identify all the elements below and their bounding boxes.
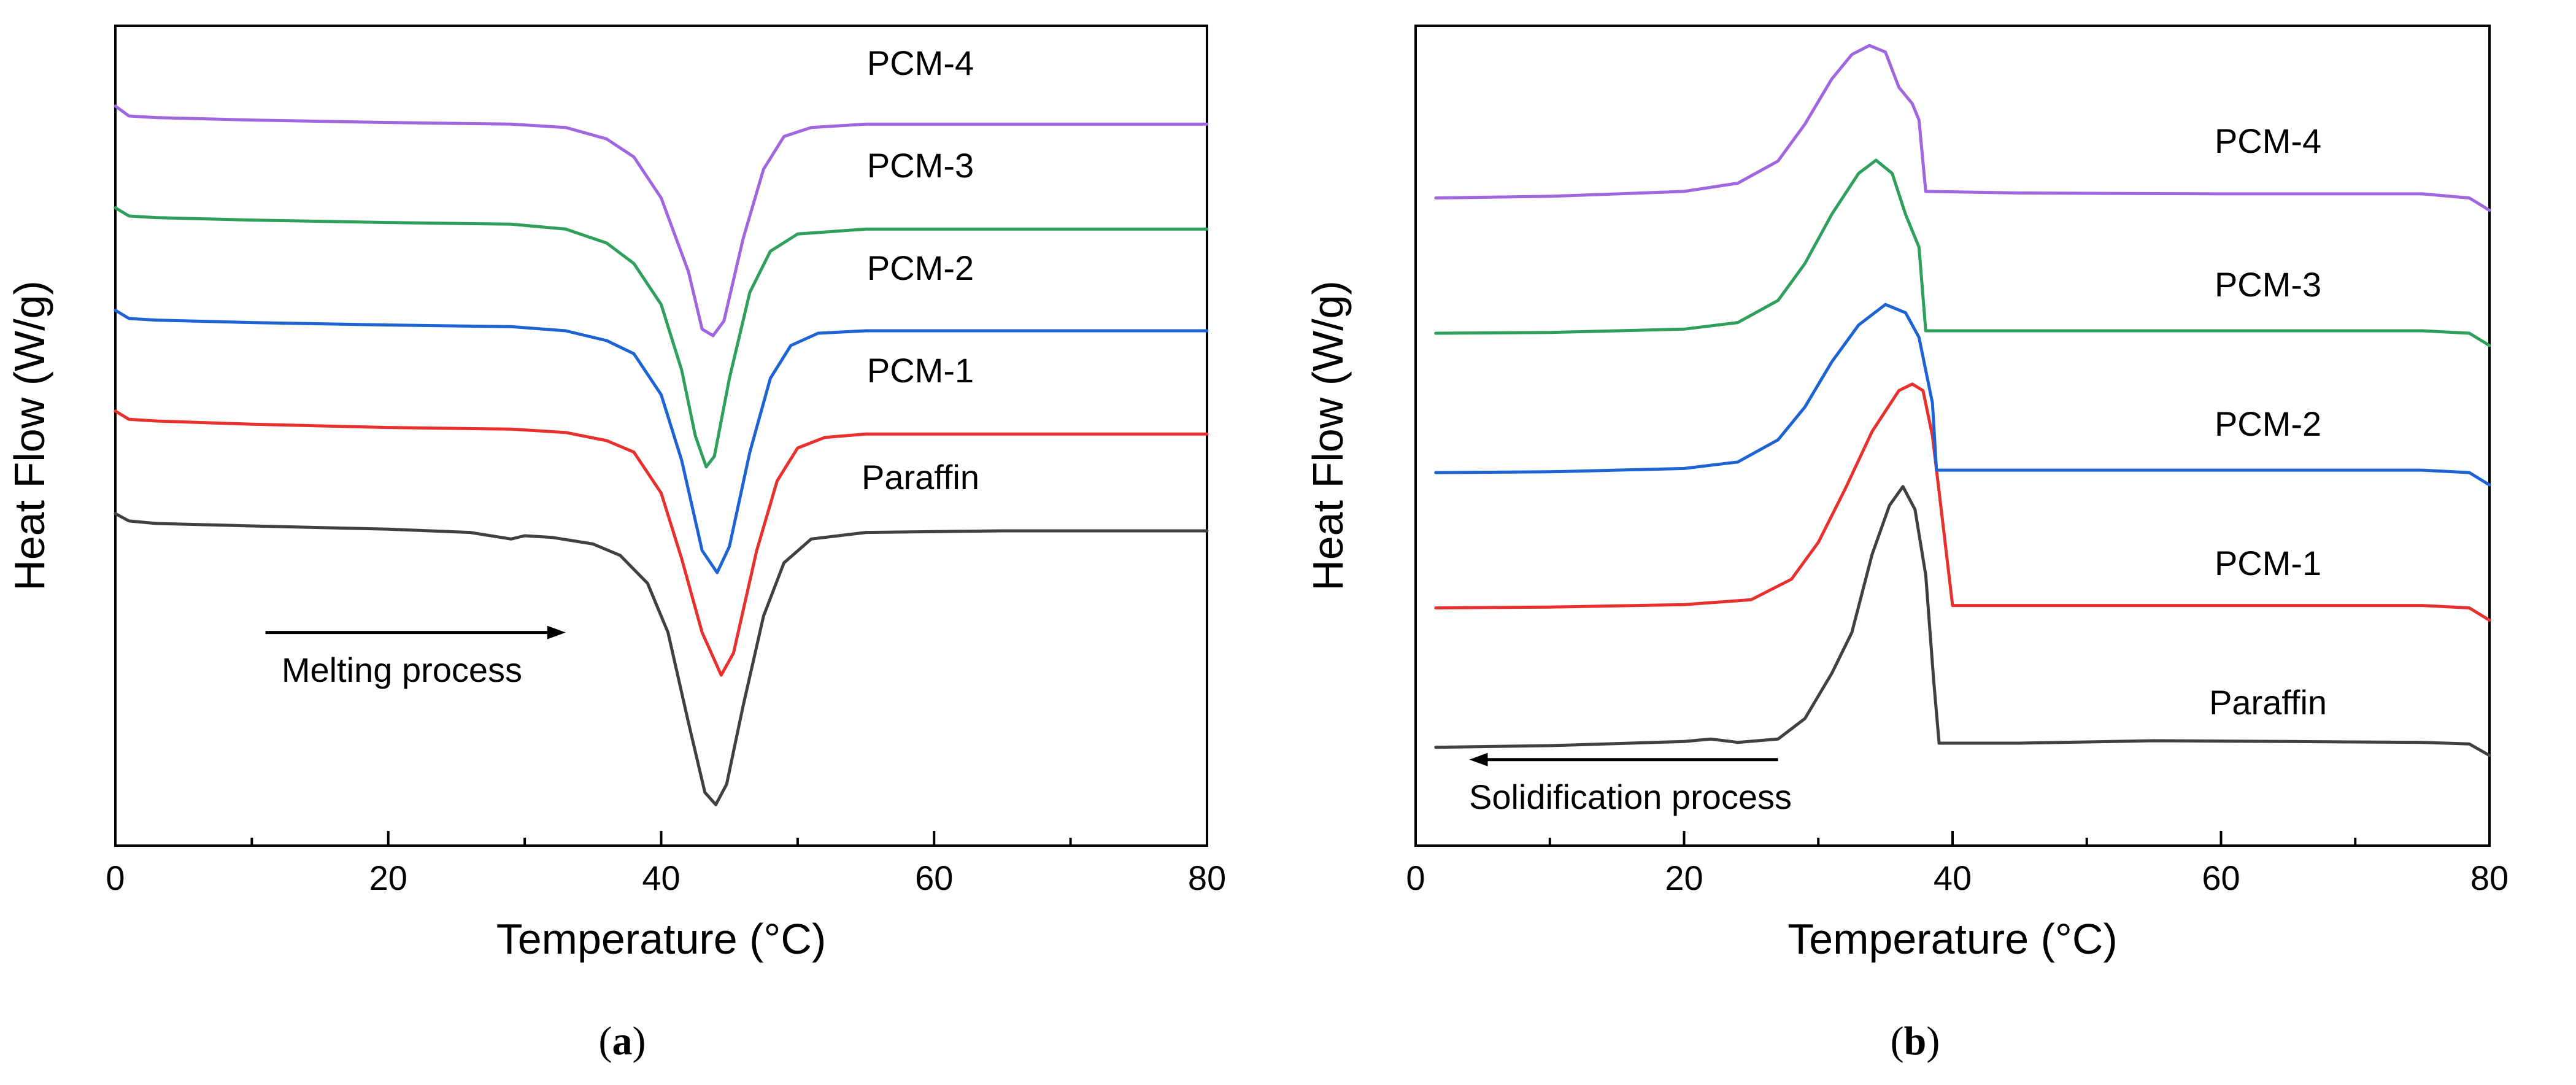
x-tick-label: 40 [642, 859, 680, 897]
series-label-paraffin: Paraffin [2209, 683, 2327, 722]
series-label-pcm-4: PCM-4 [867, 44, 974, 82]
annotation-text: Solidification process [1469, 778, 1792, 816]
series-label-pcm-3: PCM-3 [2215, 265, 2321, 304]
chart-b: 0 20 40 60 80 Temperature (°C) Heat Flow (W/g)… [1304, 25, 2509, 1064]
x-tick-label: 80 [2470, 859, 2509, 897]
x-tick-label: 60 [915, 859, 953, 897]
annotation-arrow-head [1469, 752, 1488, 766]
series-line-pcm-3 [1434, 158, 2491, 347]
x-tick-label: 0 [1406, 859, 1425, 897]
y-axis-label: Heat Flow (W/g) [6, 280, 53, 591]
panel-caption: (b) [1891, 1019, 1940, 1064]
chart-a: 0 20 40 60 80 Temperature (°C) Heat Flow (W/g)… [6, 25, 1226, 1064]
x-axis-label: Temperature (°C) [1787, 915, 2118, 963]
series-label-pcm-2: PCM-2 [2215, 404, 2321, 443]
x-tick-label: 0 [106, 859, 125, 897]
series-line-paraffin [114, 512, 1209, 806]
series-label-pcm-3: PCM-3 [867, 146, 974, 185]
series-line-pcm-2 [114, 309, 1209, 574]
x-tick-label: 20 [369, 859, 407, 897]
x-tick-label: 40 [1934, 859, 1972, 897]
series-label-pcm-4: PCM-4 [2215, 122, 2321, 160]
panel-caption: (a) [599, 1019, 646, 1064]
x-tick-label: 80 [1188, 859, 1226, 897]
series-label-pcm-2: PCM-2 [867, 249, 974, 287]
series-line-pcm-1 [1434, 382, 2491, 622]
plot-frame [1414, 25, 2491, 847]
annotation-text: Melting process [282, 651, 522, 689]
plot-frame [114, 25, 1208, 847]
x-tick-label: 60 [2202, 859, 2240, 897]
series-line-pcm-1 [114, 409, 1209, 677]
y-axis-label: Heat Flow (W/g) [1304, 280, 1352, 591]
series-label-paraffin: Paraffin [862, 458, 979, 496]
series-label-pcm-1: PCM-1 [867, 351, 974, 390]
x-tick-label: 20 [1665, 859, 1703, 897]
series-line-pcm-4 [114, 104, 1209, 338]
series-line-pcm-2 [1434, 303, 2491, 487]
series-label-pcm-1: PCM-1 [2215, 544, 2321, 582]
series-line-pcm-3 [114, 206, 1209, 469]
x-axis-label: Temperature (°C) [496, 915, 827, 963]
series-line-paraffin [1434, 485, 2491, 757]
annotation-arrow-head [547, 625, 566, 639]
series-line-pcm-4 [1434, 44, 2491, 212]
